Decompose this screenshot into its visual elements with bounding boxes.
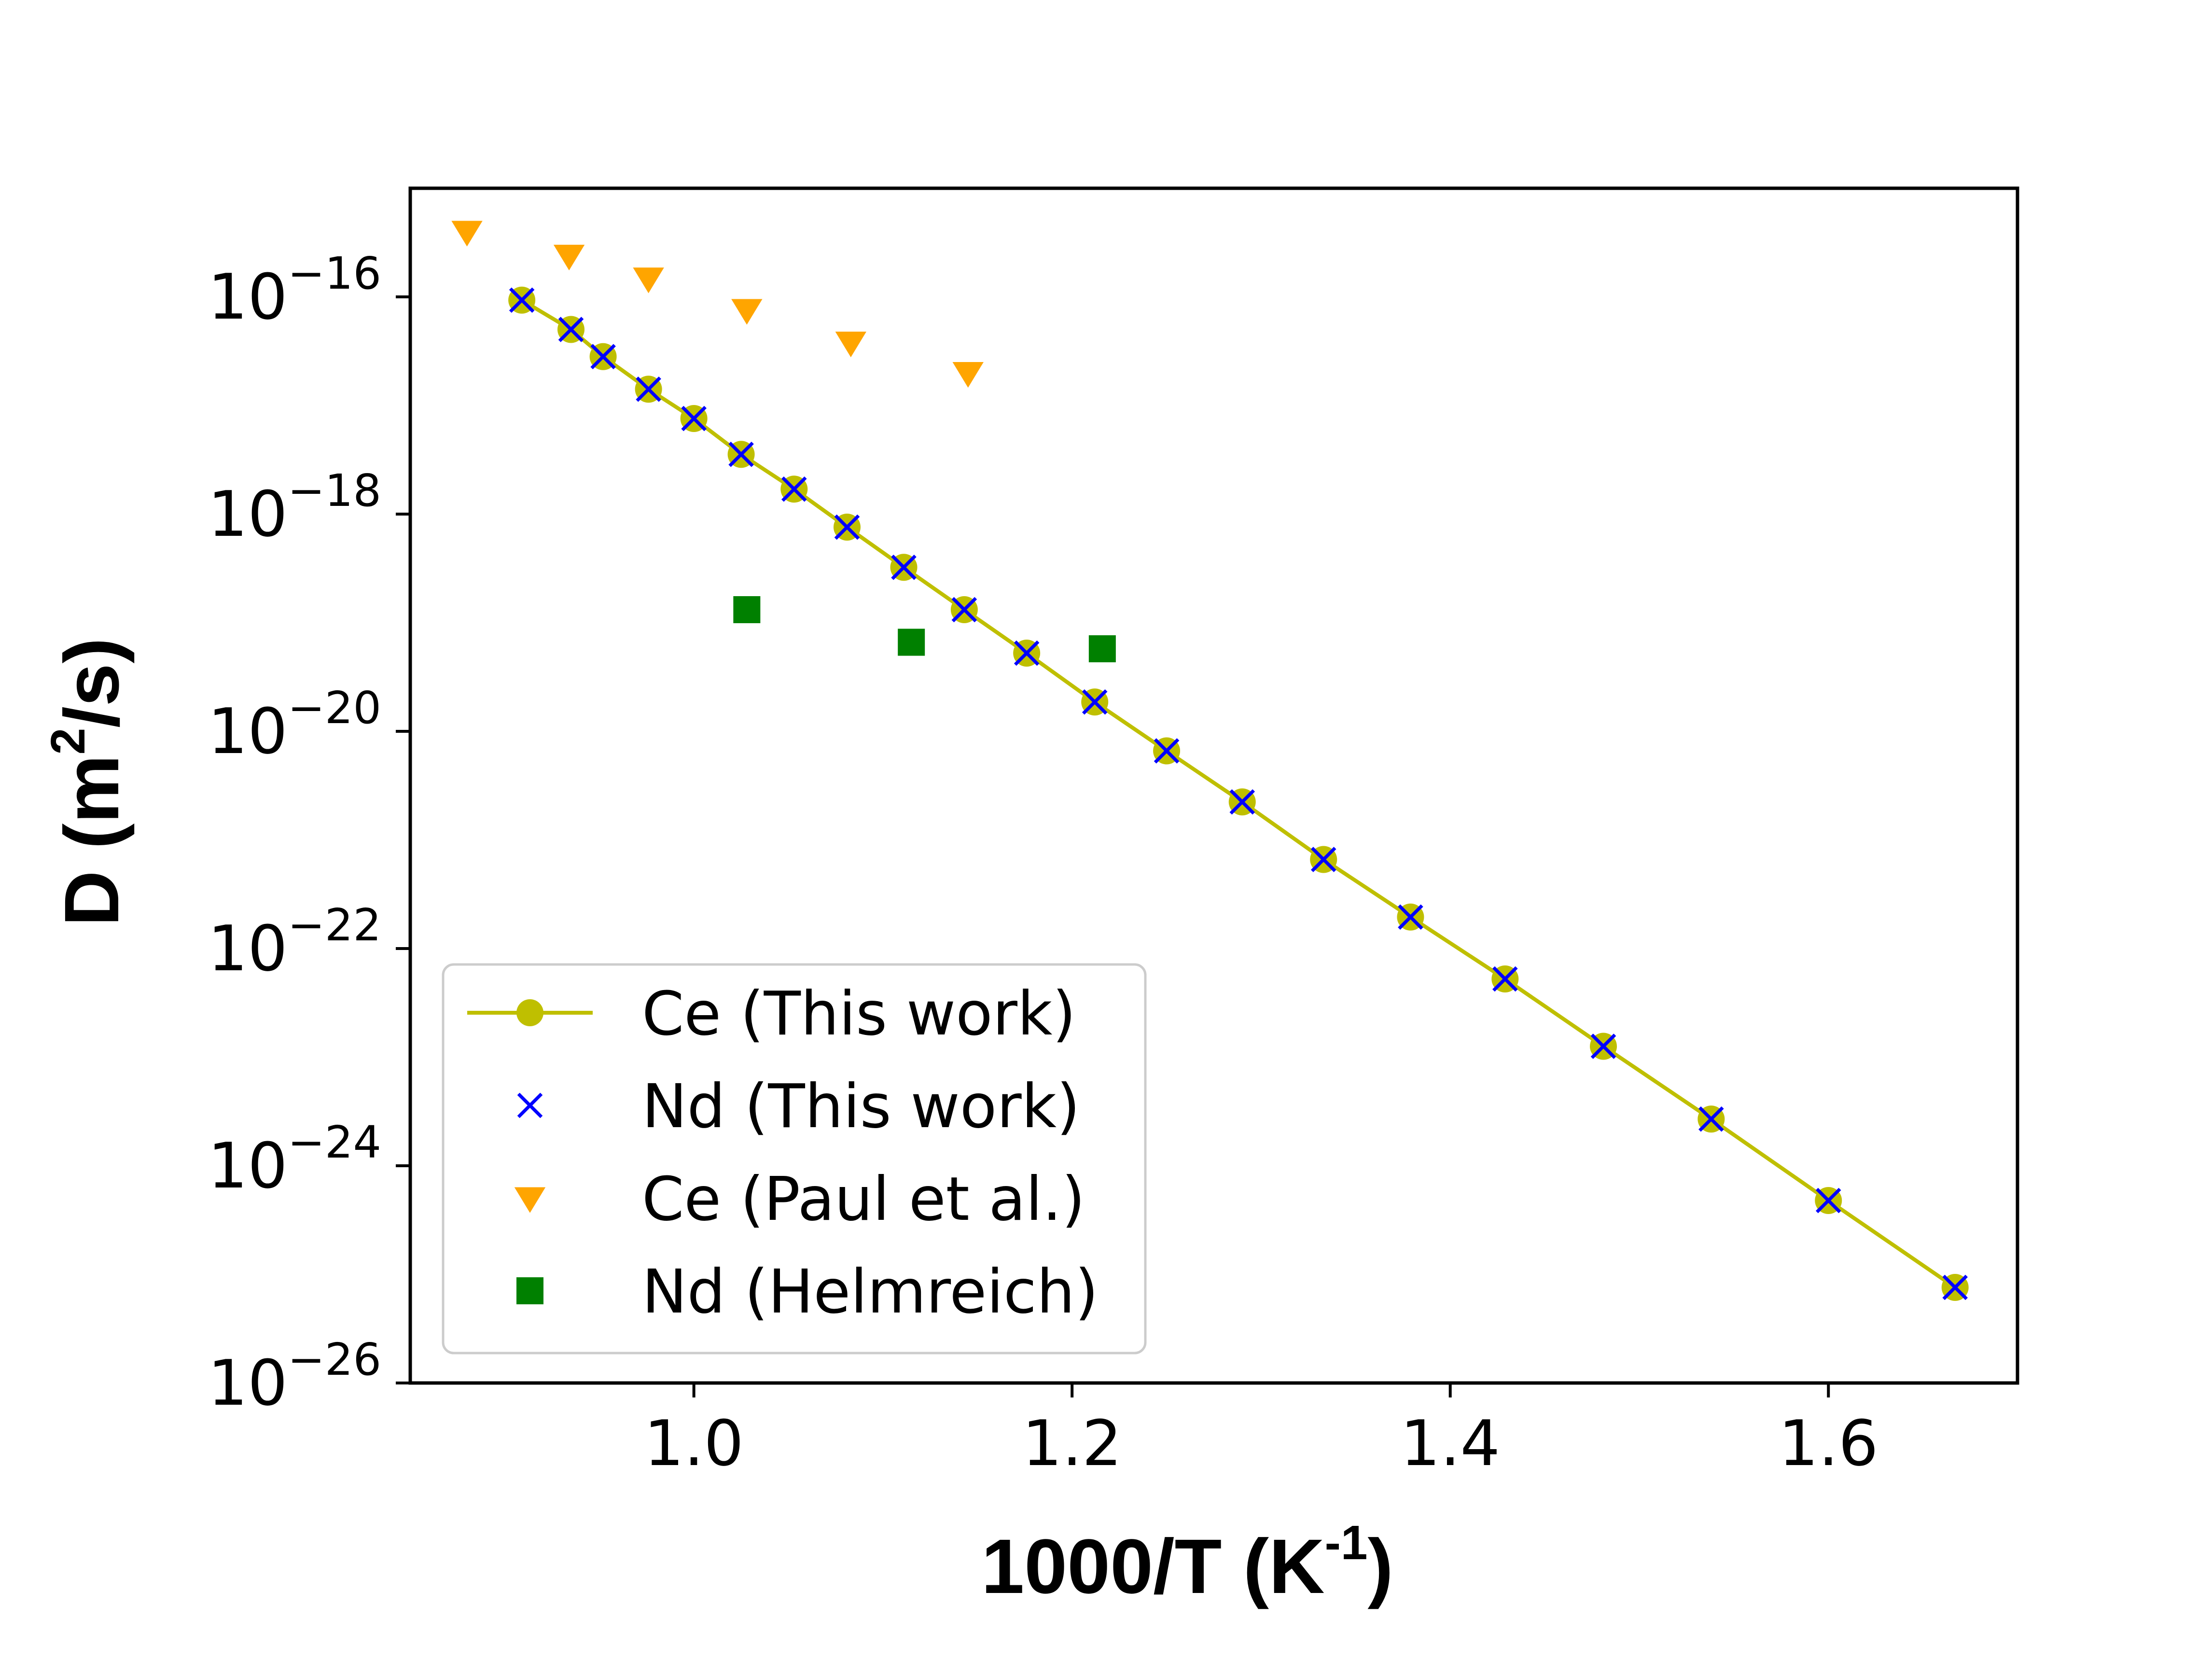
data-point (1310, 847, 1336, 872)
x-stroke (1942, 1274, 1968, 1300)
x-stroke (1229, 789, 1255, 815)
data-point (733, 596, 761, 623)
data-point (509, 287, 535, 313)
x-stroke (509, 287, 535, 313)
x-tick-label: 1.0 (644, 1407, 744, 1480)
x-stroke (1398, 904, 1423, 930)
legend-label: Nd (This work) (642, 1072, 1080, 1142)
data-point (1815, 1187, 1841, 1214)
x-stroke (517, 1092, 543, 1118)
data-point (781, 476, 807, 502)
x-stroke (1082, 689, 1108, 715)
x-stroke (781, 476, 807, 502)
x-tick-label: 1.2 (1022, 1407, 1122, 1480)
y-axis: 10−16 10−18 10−20 10−22 10−24 10−26 (208, 248, 410, 1420)
x-stroke (558, 317, 584, 342)
x-stroke (728, 441, 754, 467)
series-4 (733, 596, 1116, 662)
y-tick-label: 10−16 (208, 248, 381, 334)
y-tick-label: 10−24 (208, 1117, 381, 1202)
x-stroke (1815, 1187, 1841, 1214)
legend-item: Ce (This work) (467, 979, 1076, 1049)
legend: Ce (This work) Nd (This work) Ce (Paul et … (442, 963, 1147, 1355)
series-layer (451, 221, 1969, 1301)
data-point (516, 1277, 543, 1304)
x-stroke (834, 514, 860, 540)
x-stroke (636, 376, 661, 402)
x-axis-title: 1000/T (K-1) (981, 1516, 1393, 1609)
x-tick-label: 1.6 (1779, 1407, 1878, 1480)
legend-item: Ce (Paul et al.) (514, 1164, 1085, 1234)
data-point (891, 554, 917, 580)
data-point (1492, 966, 1518, 992)
legend-item: Nd (This work) (517, 1072, 1080, 1142)
data-point (558, 317, 584, 342)
x-stroke (681, 405, 707, 432)
series-3 (451, 221, 984, 388)
legend-label: Ce (This work) (642, 979, 1076, 1049)
x-stroke (1590, 1034, 1616, 1059)
y-axis-title: D (m2/s) (41, 638, 135, 926)
data-point (516, 999, 543, 1026)
x-stroke (891, 554, 917, 580)
data-point (835, 331, 867, 358)
data-point (728, 441, 754, 467)
x-stroke (1154, 738, 1180, 764)
data-point (1088, 635, 1116, 662)
data-point (1014, 640, 1040, 666)
data-point (731, 299, 763, 325)
data-point (1942, 1274, 1968, 1300)
data-point (898, 628, 925, 656)
data-point (1154, 738, 1180, 764)
y-tick-label: 10−26 (208, 1334, 381, 1420)
data-point (1698, 1106, 1724, 1132)
data-point (553, 244, 585, 271)
data-point (590, 344, 616, 370)
legend-label: Nd (Helmreich) (642, 1257, 1099, 1327)
plot-area (408, 186, 2019, 1385)
data-point (514, 1187, 546, 1213)
y-tick-label: 10−20 (208, 682, 381, 768)
x-stroke (951, 597, 977, 623)
x-stroke (1310, 847, 1336, 872)
data-point (1398, 904, 1423, 930)
legend-label: Ce (Paul et al.) (642, 1164, 1085, 1234)
data-point (952, 362, 984, 388)
data-point (633, 267, 664, 293)
x-stroke (1492, 966, 1518, 992)
data-point (1229, 789, 1255, 815)
x-tick-label: 1.4 (1400, 1407, 1500, 1480)
x-stroke (590, 344, 616, 370)
legend-frame (442, 963, 1147, 1355)
data-point (681, 405, 707, 432)
series-2 (509, 287, 1968, 1300)
legend-item: Nd (Helmreich) (516, 1257, 1099, 1327)
data-point (834, 514, 860, 540)
x-axis: 1.0 1.2 1.4 1.6 (644, 1383, 1878, 1480)
data-point (636, 376, 661, 402)
x-stroke (1698, 1106, 1724, 1132)
data-point (1082, 689, 1108, 715)
data-point (1590, 1034, 1616, 1059)
y-tick-label: 10−22 (208, 899, 381, 985)
data-point (517, 1092, 543, 1118)
data-point (451, 221, 483, 247)
x-stroke (1014, 640, 1040, 666)
y-tick-label: 10−18 (208, 465, 381, 551)
data-point (951, 597, 977, 623)
